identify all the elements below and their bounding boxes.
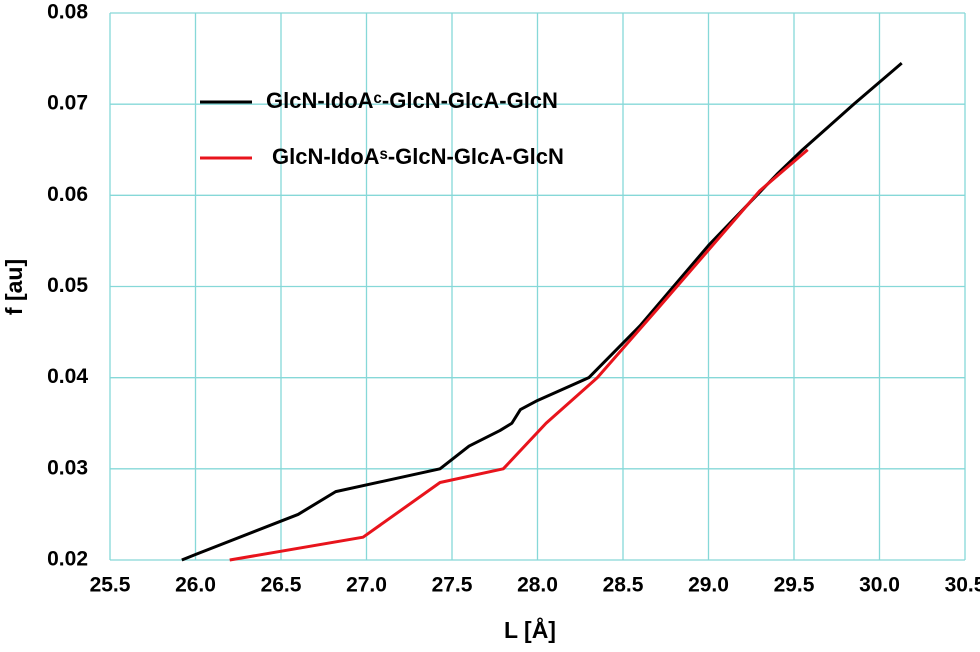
- x-tick-label: 27.0: [346, 574, 387, 597]
- x-tick-label: 30.0: [859, 574, 900, 597]
- y-tick-label: 0.02: [47, 548, 88, 571]
- x-tick-label: 29.5: [774, 574, 815, 597]
- x-tick-label: 28.5: [603, 574, 644, 597]
- y-tick-label: 0.03: [47, 456, 88, 479]
- x-tick-label: 28.0: [517, 574, 558, 597]
- y-tick-label: 0.08: [47, 1, 88, 24]
- legend-label: GlcN-IdoAᶜ-GlcN-GlcA-GlcN: [266, 88, 558, 113]
- x-tick-label: 29.0: [688, 574, 729, 597]
- line-series: [229, 148, 809, 562]
- line-series: [181, 62, 903, 562]
- y-axis-label: f [au]: [1, 259, 27, 315]
- x-tick-label: 27.5: [432, 574, 473, 597]
- y-tick-label: 0.06: [47, 183, 88, 206]
- x-tick-label: 26.5: [261, 574, 302, 597]
- y-tick-label: 0.05: [47, 274, 88, 297]
- x-tick-label: 26.0: [175, 574, 216, 597]
- x-tick-label: 25.5: [90, 574, 131, 597]
- y-tick-label: 0.07: [47, 92, 88, 115]
- x-tick-label: 30.5: [945, 574, 980, 597]
- legend-label: GlcN-IdoAˢ-GlcN-GlcA-GlcN: [272, 144, 564, 169]
- x-axis-label: L [Å]: [504, 616, 556, 643]
- y-tick-label: 0.04: [47, 365, 88, 388]
